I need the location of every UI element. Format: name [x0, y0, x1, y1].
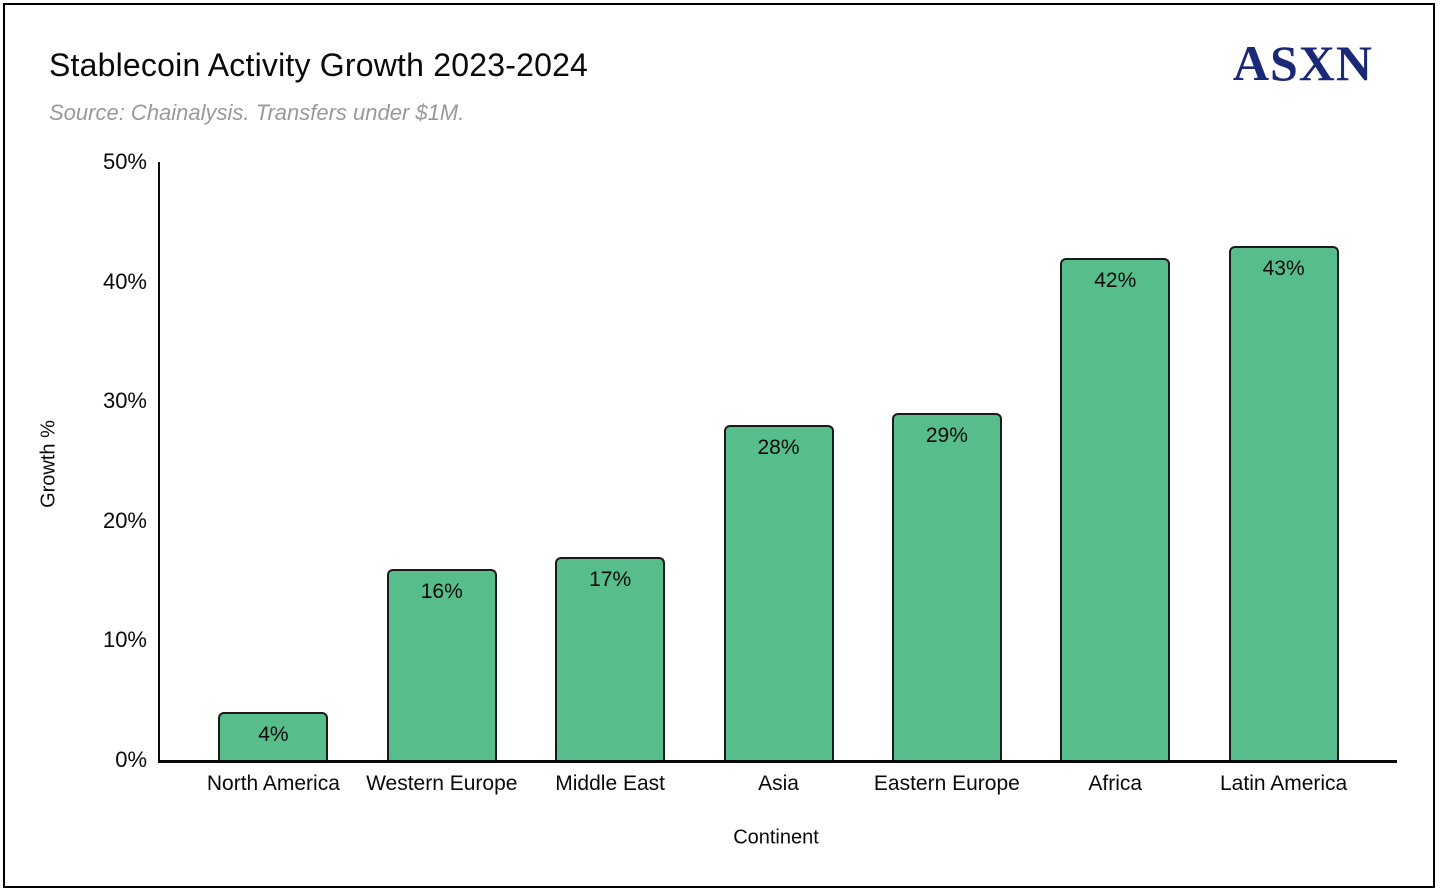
- bar-latin-america: 43% Latin America: [1220, 245, 1347, 795]
- bar-africa: 42% Africa: [1060, 257, 1171, 795]
- chart-subtitle: Source: Chainalysis. Transfers under $1M…: [49, 100, 465, 125]
- bar-value-label: 29%: [925, 424, 968, 448]
- bar-value-label: 42%: [1094, 268, 1137, 292]
- bar-value-label: 28%: [757, 436, 800, 460]
- y-tick-label: 40%: [102, 268, 147, 294]
- x-category-label: Western Europe: [366, 772, 518, 795]
- y-tick-label: 20%: [102, 507, 147, 533]
- asxn-logo: ASXN: [1232, 35, 1373, 91]
- bar-north-america: 4% North America: [207, 712, 340, 795]
- bar-value-label: 17%: [589, 567, 632, 591]
- plot-area: 4% North America 16% Western Europe 17% Middl…: [158, 162, 1397, 795]
- bar-western-europe: 16% Western Europe: [366, 568, 517, 795]
- x-category-label: Africa: [1088, 772, 1143, 795]
- y-axis-ticks: 0% 10% 20% 30% 40% 50%: [5, 149, 147, 772]
- y-tick-label: 10%: [102, 627, 147, 653]
- x-category-label: North America: [206, 772, 340, 795]
- y-tick-label: 30%: [102, 388, 147, 414]
- bar-value-label: 43%: [1262, 256, 1305, 280]
- bar-value-label: 16%: [420, 579, 463, 603]
- bar-middle-east: 17% Middle East: [555, 556, 666, 795]
- y-tick-label: 0%: [115, 747, 147, 772]
- x-category-label: Asia: [758, 772, 799, 795]
- chart-title: Stablecoin Activity Growth 2023-2024: [49, 47, 589, 83]
- bar-eastern-europe: 29% Eastern Europe: [874, 413, 1020, 795]
- chart-frame: Stablecoin Activity Growth 2023-2024 Sou…: [3, 3, 1435, 888]
- x-category-label: Middle East: [555, 772, 665, 795]
- bar-value-label: 4%: [258, 723, 289, 747]
- x-category-label: Latin America: [1220, 772, 1348, 795]
- x-category-label: Eastern Europe: [873, 772, 1020, 795]
- y-tick-label: 50%: [102, 149, 147, 174]
- bar-asia: 28% Asia: [723, 425, 834, 795]
- x-axis-label: Continent: [733, 826, 819, 849]
